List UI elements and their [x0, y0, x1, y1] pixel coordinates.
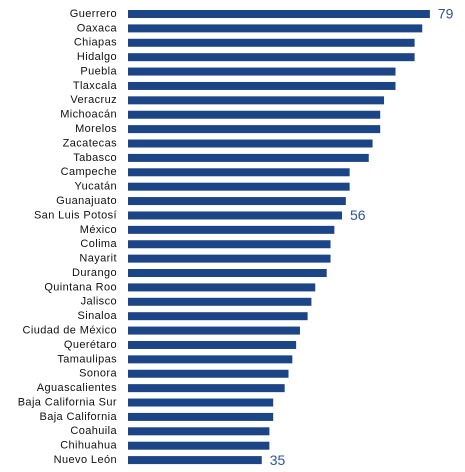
category-label: Michoacán: [60, 109, 117, 121]
bar: [128, 355, 293, 364]
bar: [128, 10, 430, 18]
category-label: México: [80, 224, 117, 236]
bar: [128, 225, 335, 234]
category-label: Aguascalientes: [37, 382, 117, 394]
category-label: Baja California Sur: [18, 396, 117, 408]
category-label: Oaxaca: [77, 22, 118, 34]
category-label: Ciudad de México: [23, 324, 117, 336]
category-label: Sonora: [79, 368, 117, 380]
category-label: Morelos: [75, 123, 117, 135]
category-label: Chiapas: [74, 37, 117, 49]
bar: [128, 53, 415, 62]
bar: [128, 24, 423, 33]
category-label: Chihuahua: [60, 440, 117, 452]
bar: [128, 81, 396, 90]
bar: [128, 384, 285, 393]
bar: [128, 312, 308, 321]
value-label: 79: [438, 6, 454, 22]
bar: [128, 456, 262, 465]
category-label: Guanajuato: [56, 195, 117, 207]
category-label: Puebla: [80, 65, 117, 77]
category-label: Colima: [80, 238, 117, 250]
category-label: Baja California: [39, 411, 117, 423]
bar: [128, 110, 381, 119]
category-label: Quintana Roo: [44, 281, 117, 293]
bar: [128, 427, 270, 436]
bar: [128, 38, 415, 47]
category-label: Veracruz: [70, 94, 117, 106]
bar: [128, 340, 297, 349]
bar: [128, 211, 342, 220]
category-label: Campeche: [61, 166, 117, 178]
category-label: Tamaulipas: [57, 353, 117, 365]
category-label: San Luis Potosí: [34, 209, 117, 221]
category-label: Tlaxcala: [73, 80, 118, 92]
bar: [128, 269, 327, 278]
value-label: 35: [270, 452, 286, 468]
category-label: Durango: [72, 267, 117, 279]
bar: [128, 240, 331, 249]
bar: [128, 182, 350, 191]
category-label: Yucatán: [74, 181, 117, 193]
category-label: Tabasco: [73, 152, 117, 164]
category-label: Nuevo León: [54, 454, 117, 466]
bar: [128, 441, 270, 450]
category-label: Coahuila: [70, 425, 117, 437]
category-label: Jalisco: [81, 296, 117, 308]
category-label: Querétaro: [64, 339, 117, 351]
bar: [128, 96, 385, 105]
bar: [128, 326, 300, 335]
bar: [128, 125, 381, 134]
bar: [128, 297, 312, 306]
category-label: Sinaloa: [78, 310, 118, 322]
bar: [128, 398, 274, 407]
bar: [128, 369, 289, 378]
bar: [128, 283, 316, 292]
category-label: Hidalgo: [77, 51, 117, 63]
bar: [128, 139, 373, 148]
bar: [128, 254, 331, 263]
bar: [128, 168, 350, 177]
category-label: Guerrero: [70, 8, 117, 20]
bar: [128, 67, 396, 76]
bar: [128, 153, 369, 162]
value-label: 56: [350, 207, 366, 223]
bar: [128, 197, 346, 206]
category-label: Zacatecas: [63, 137, 117, 149]
category-label: Nayarit: [79, 253, 117, 265]
bar: [128, 412, 274, 421]
